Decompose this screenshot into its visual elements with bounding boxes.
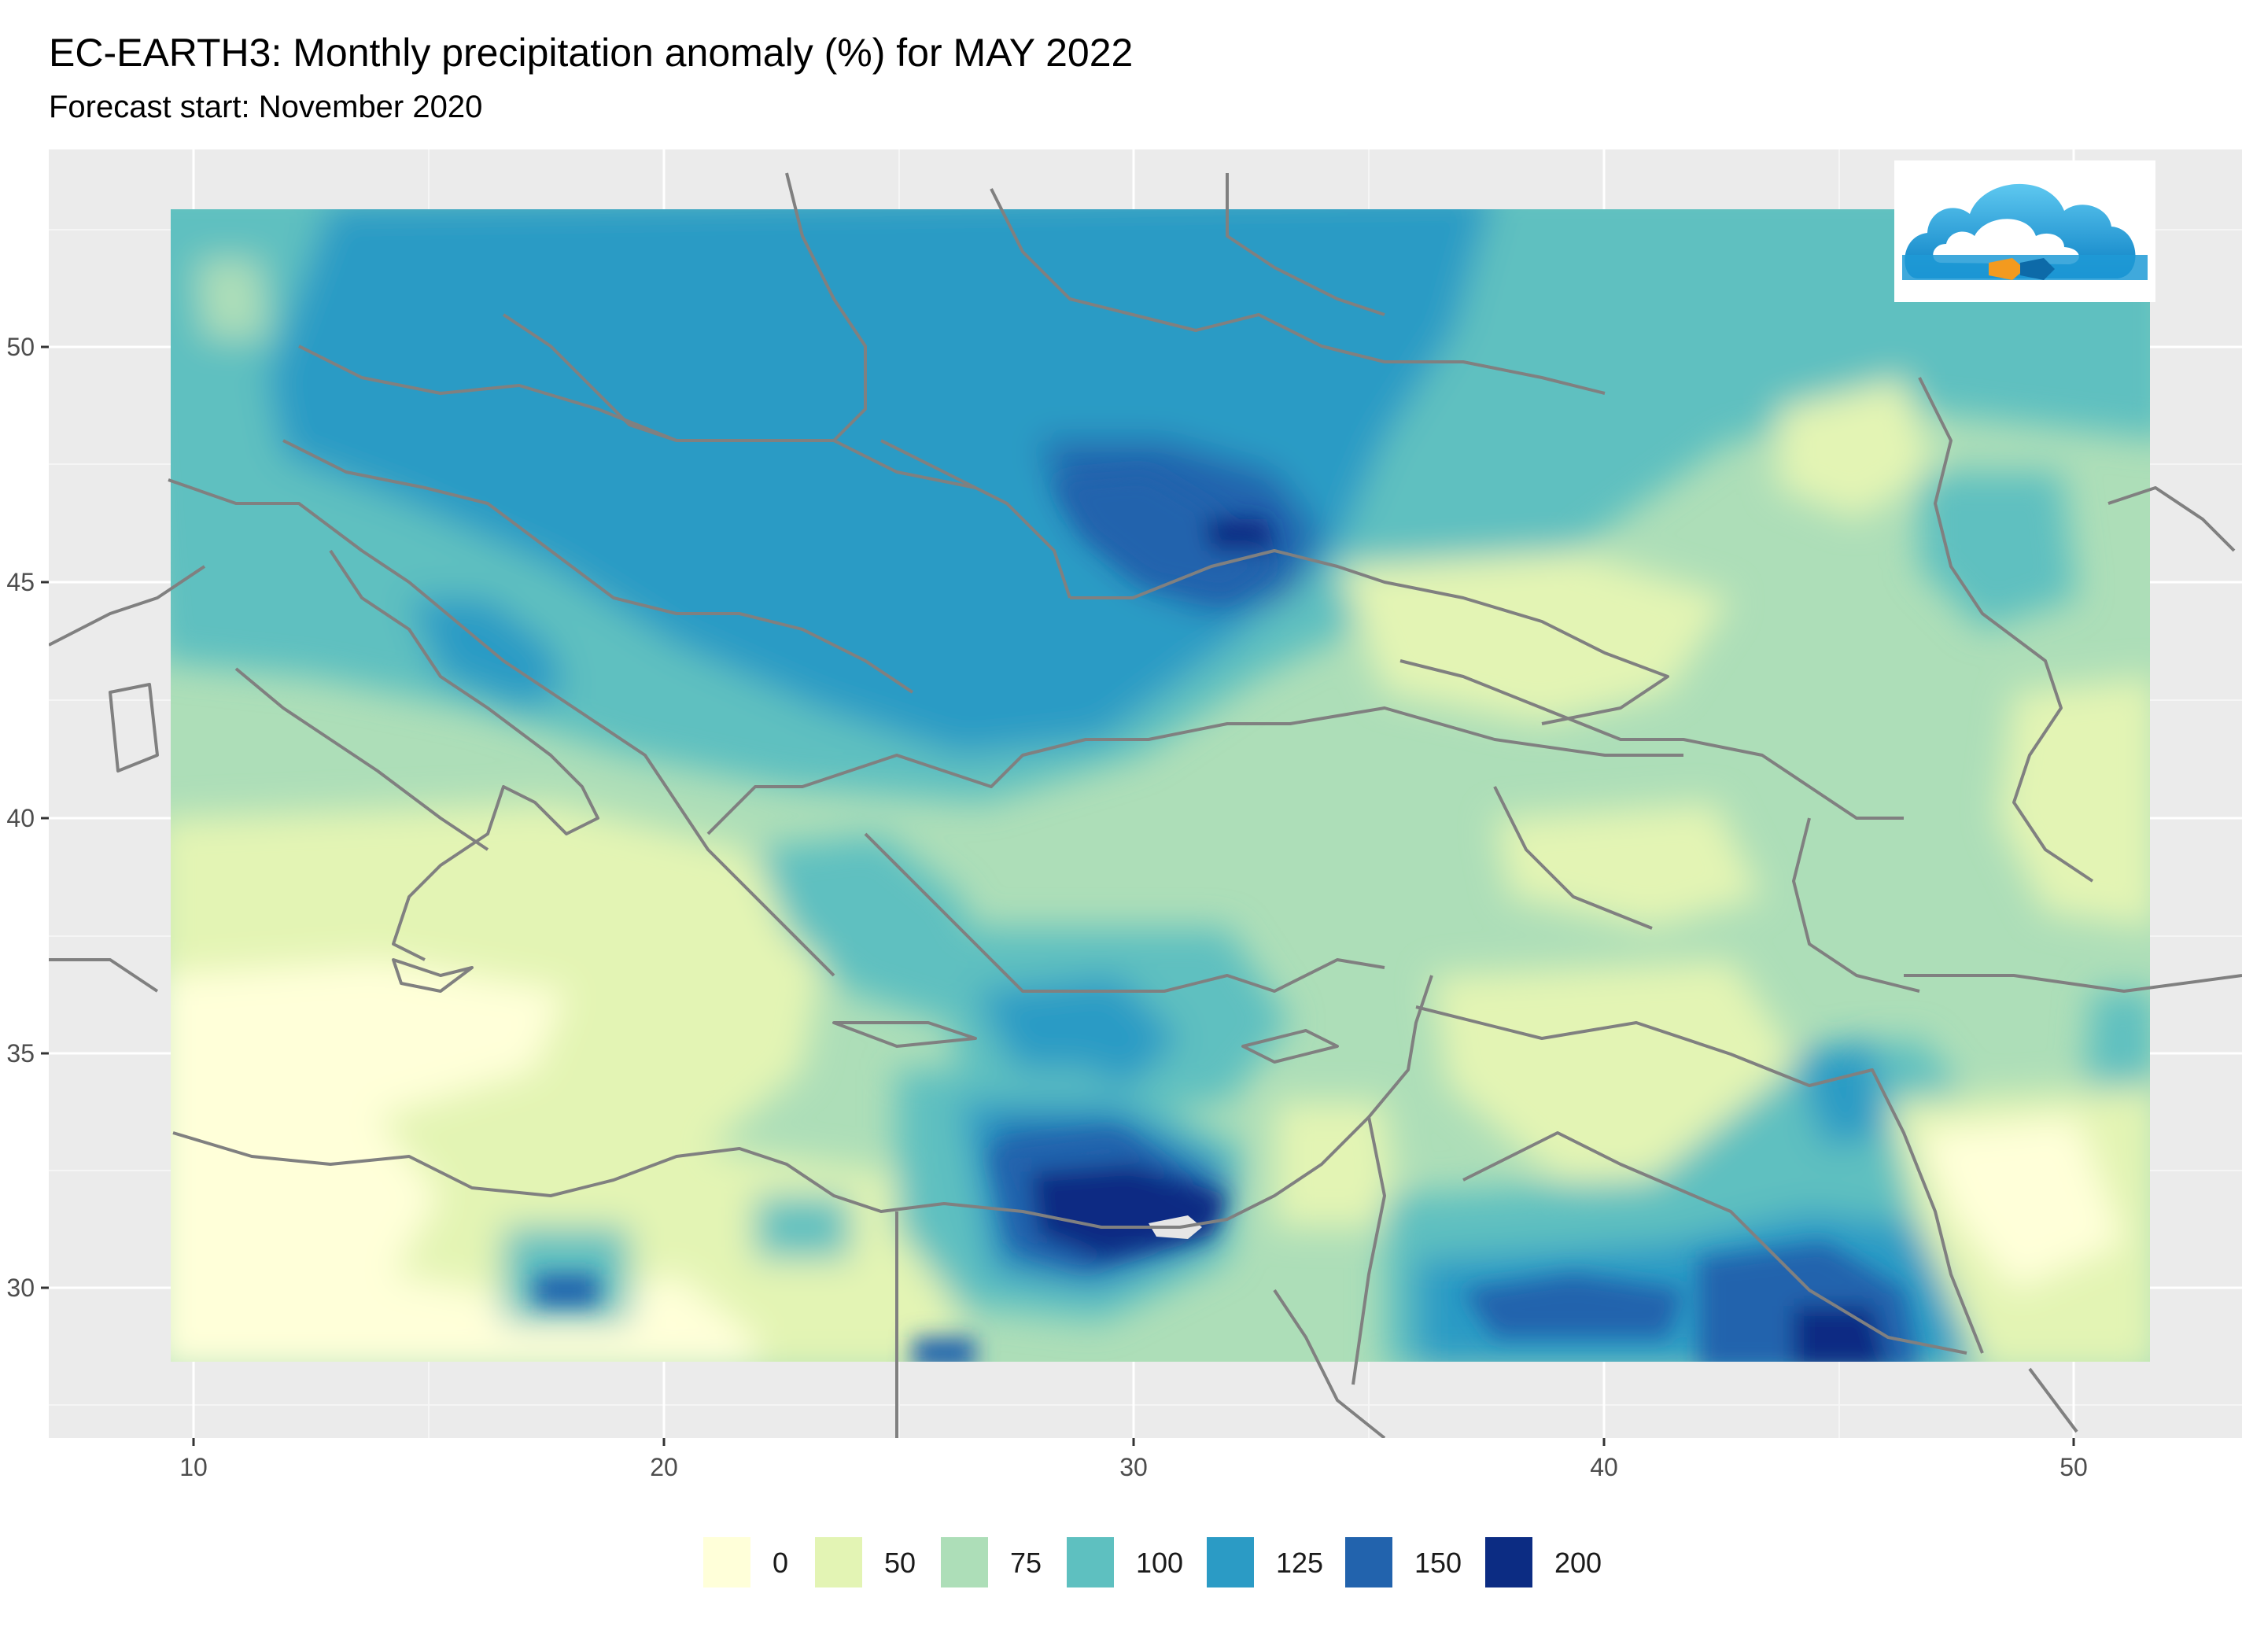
y-tick-label: 35 bbox=[6, 1039, 35, 1068]
legend-label: 125 bbox=[1276, 1547, 1324, 1579]
legend-label: 150 bbox=[1414, 1547, 1462, 1579]
legend-swatch bbox=[813, 1536, 864, 1589]
axis-ticks bbox=[41, 345, 2075, 1446]
cloud-logo-icon bbox=[1902, 183, 2148, 280]
legend-swatch bbox=[939, 1536, 990, 1589]
y-tick-label: 45 bbox=[6, 568, 35, 596]
legend-swatch bbox=[1484, 1536, 1534, 1589]
map-title: EC-EARTH3: Monthly precipitation anomaly… bbox=[49, 31, 1134, 75]
x-tick-label: 20 bbox=[650, 1453, 678, 1481]
x-tick-labels: 10 20 30 40 50 bbox=[179, 1453, 2088, 1481]
y-tick-label: 40 bbox=[6, 804, 35, 832]
country-borders bbox=[49, 172, 2242, 1438]
x-tick-label: 50 bbox=[2059, 1453, 2088, 1481]
y-tick-labels: 30 35 40 45 50 bbox=[6, 333, 35, 1302]
x-tick-label: 40 bbox=[1590, 1453, 1618, 1481]
legend-swatch bbox=[702, 1536, 752, 1589]
map-subtitle: Forecast start: November 2020 bbox=[49, 90, 483, 124]
legend-swatch bbox=[1205, 1536, 1256, 1589]
y-tick-label: 50 bbox=[6, 333, 35, 361]
legend-swatch bbox=[1344, 1536, 1394, 1589]
anomaly-field bbox=[171, 209, 2150, 1362]
legend-swatch bbox=[1065, 1536, 1115, 1589]
legend-label: 200 bbox=[1554, 1547, 1602, 1579]
cloud-logo bbox=[1894, 160, 2155, 302]
x-tick-label: 10 bbox=[179, 1453, 208, 1481]
x-tick-label: 30 bbox=[1119, 1453, 1148, 1481]
y-tick-label: 30 bbox=[6, 1274, 35, 1302]
legend-label: 100 bbox=[1136, 1547, 1184, 1579]
legend-label: 50 bbox=[884, 1547, 916, 1579]
legend-label: 0 bbox=[773, 1547, 789, 1579]
legend-label: 75 bbox=[1010, 1547, 1042, 1579]
